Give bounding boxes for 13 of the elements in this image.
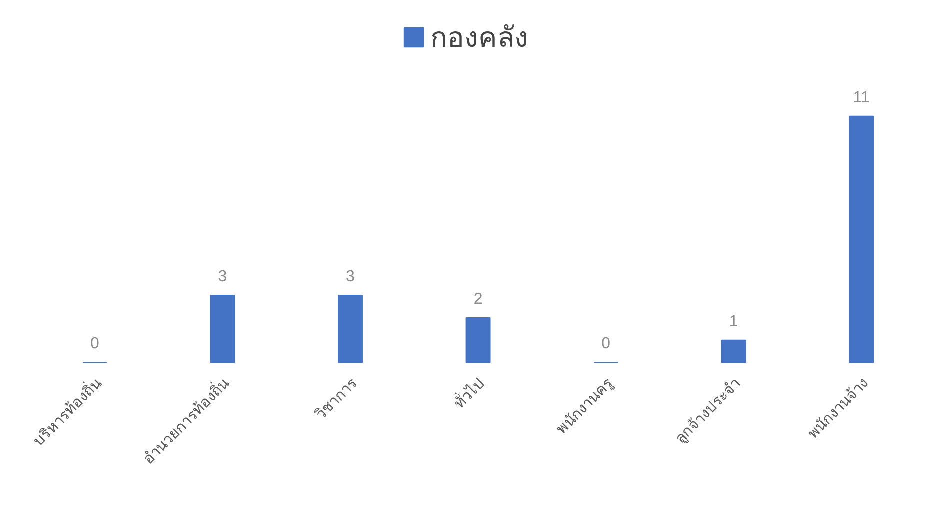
data-label: 3	[218, 268, 228, 286]
legend-label: กองคลัง	[430, 21, 528, 55]
data-label: 1	[729, 313, 738, 330]
data-label: 11	[853, 89, 870, 106]
data-label: 0	[90, 336, 100, 353]
data-label: 3	[346, 268, 356, 286]
data-label: 0	[602, 336, 611, 353]
data-label: 2	[474, 290, 483, 308]
bar	[338, 295, 363, 364]
bar	[721, 340, 746, 364]
bar	[849, 116, 874, 364]
bar	[466, 317, 491, 364]
bar	[210, 295, 236, 364]
